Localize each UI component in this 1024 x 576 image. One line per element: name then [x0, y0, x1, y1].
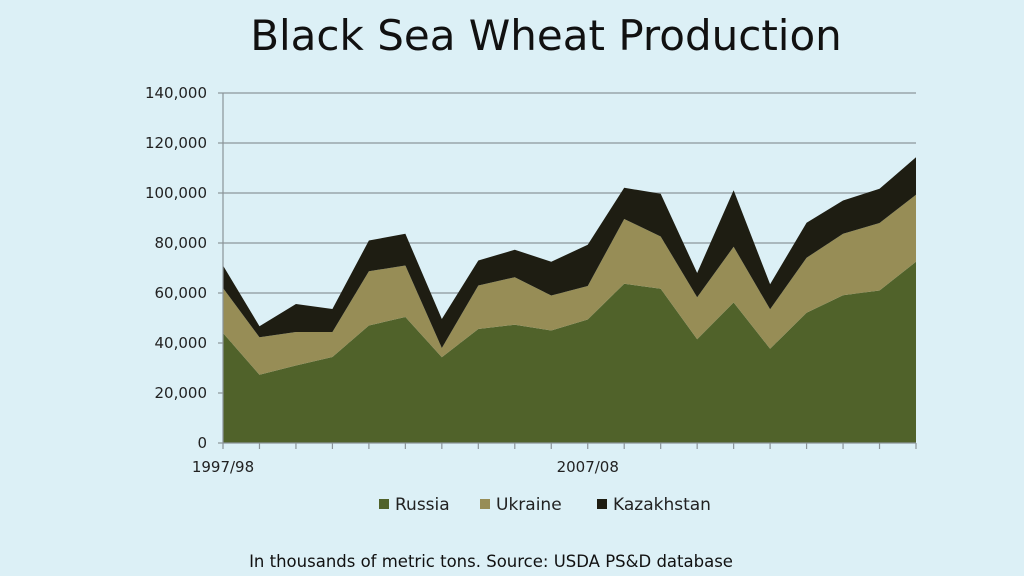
- legend-label-kazakhstan: Kazakhstan: [613, 495, 711, 515]
- legend-swatch-kazakhstan: [597, 499, 607, 509]
- legend-label-ukraine: Ukraine: [496, 495, 562, 515]
- x-tick-label: 2007/08: [557, 458, 619, 476]
- legend-swatch-ukraine: [480, 499, 490, 509]
- legend-swatch-russia: [379, 499, 389, 509]
- y-tick-label: 80,000: [155, 234, 208, 252]
- y-tick-label: 40,000: [155, 334, 208, 352]
- area-russia: [223, 261, 916, 443]
- area-kazakhstan: [223, 157, 916, 348]
- y-tick-label: 60,000: [155, 284, 208, 302]
- y-tick-label: 140,000: [145, 84, 207, 102]
- y-tick-label: 20,000: [155, 384, 208, 402]
- chart-title: Black Sea Wheat Production: [250, 11, 842, 60]
- y-tick-label: 120,000: [145, 134, 207, 152]
- x-tick-label: 1997/98: [192, 458, 254, 476]
- y-tick-label: 0: [197, 434, 207, 452]
- y-tick-label: 100,000: [145, 184, 207, 202]
- area-ukraine: [223, 194, 916, 375]
- legend: Russia Ukraine Kazakhstan: [379, 495, 711, 515]
- areas: [223, 157, 916, 443]
- legend-label-russia: Russia: [395, 495, 450, 515]
- footnote: In thousands of metric tons. Source: USD…: [249, 552, 733, 571]
- axes: 0 20,000 40,000 60,000 80,000 100,000 120,000 1…: [145, 84, 917, 476]
